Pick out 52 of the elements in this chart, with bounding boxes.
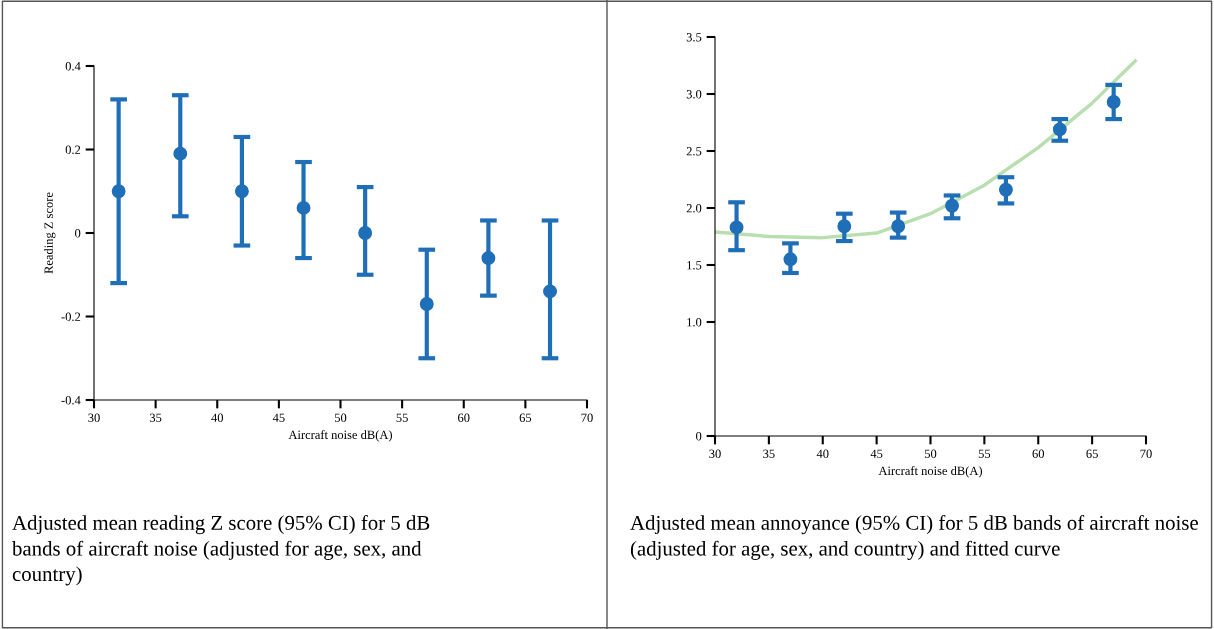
y-tick-label: 0.2 — [65, 145, 81, 155]
x-tick-label: 65 — [519, 413, 532, 422]
x-tick-label: 70 — [1140, 449, 1152, 458]
x-tick-label: 60 — [1032, 449, 1045, 458]
point — [945, 198, 959, 213]
point — [234, 184, 249, 199]
x-tick-label: 30 — [709, 449, 721, 458]
y-tick-label: 0 — [696, 432, 702, 441]
text: Adjusted mean reading Z score (95% CI) for 5 dB bands of aircraft noise (adjusted for age, sex, and country) — [12, 515, 430, 586]
x-tick-label: 50 — [334, 413, 347, 422]
y-tick-label: 2.5 — [686, 147, 702, 156]
text: Adjusted mean annoyance (95% CI) for 5 dB bands of aircraft noise (adjusted for age, sex, and country) and fitted curve — [630, 515, 1198, 560]
point — [891, 219, 906, 234]
x-tick-label: 55 — [978, 449, 991, 458]
y-tick-label: 3.0 — [686, 90, 702, 99]
point — [998, 182, 1013, 197]
x-tick-label: 45 — [272, 413, 285, 422]
y-tick-label: 2.0 — [686, 204, 702, 213]
y-tick-label: 0 — [75, 229, 81, 238]
point — [783, 252, 798, 267]
x-tick-label: 35 — [149, 413, 162, 422]
x-tick-label: 60 — [458, 413, 470, 422]
x-tick-label: 65 — [1086, 449, 1098, 458]
point — [419, 297, 434, 311]
y-tick-label: 1.5 — [687, 261, 702, 270]
x-tick-label: 45 — [870, 449, 883, 458]
x-tick-label: 40 — [816, 449, 829, 458]
point — [1052, 122, 1067, 137]
y-tick-label: 3.5 — [686, 33, 702, 42]
x-axis-title: Aircraft noise dB(A) — [288, 430, 393, 442]
y-tick-label: 0.4 — [65, 62, 81, 71]
point — [543, 284, 557, 299]
y-tick-label: -0.2 — [61, 312, 81, 322]
point — [173, 146, 188, 161]
point — [1106, 95, 1121, 109]
line-series — [715, 59, 1137, 240]
point — [358, 226, 373, 240]
y-axis-title: Reading Z score — [44, 192, 56, 274]
point — [296, 201, 311, 215]
point — [481, 251, 496, 265]
point — [837, 219, 852, 234]
point — [111, 184, 126, 199]
point — [729, 220, 744, 235]
x-tick-label: 40 — [211, 413, 224, 422]
x-tick-label: 70 — [581, 413, 593, 422]
x-tick-label: 35 — [763, 449, 775, 458]
x-tick-label: 30 — [88, 413, 100, 422]
y-tick-label: 1.0 — [687, 318, 702, 327]
x-tick-label: 50 — [924, 449, 937, 458]
x-tick-label: 55 — [396, 413, 408, 422]
x-axis-title: Aircraft noise dB(A) — [878, 466, 983, 478]
y-tick-label: -0.4 — [61, 396, 81, 405]
